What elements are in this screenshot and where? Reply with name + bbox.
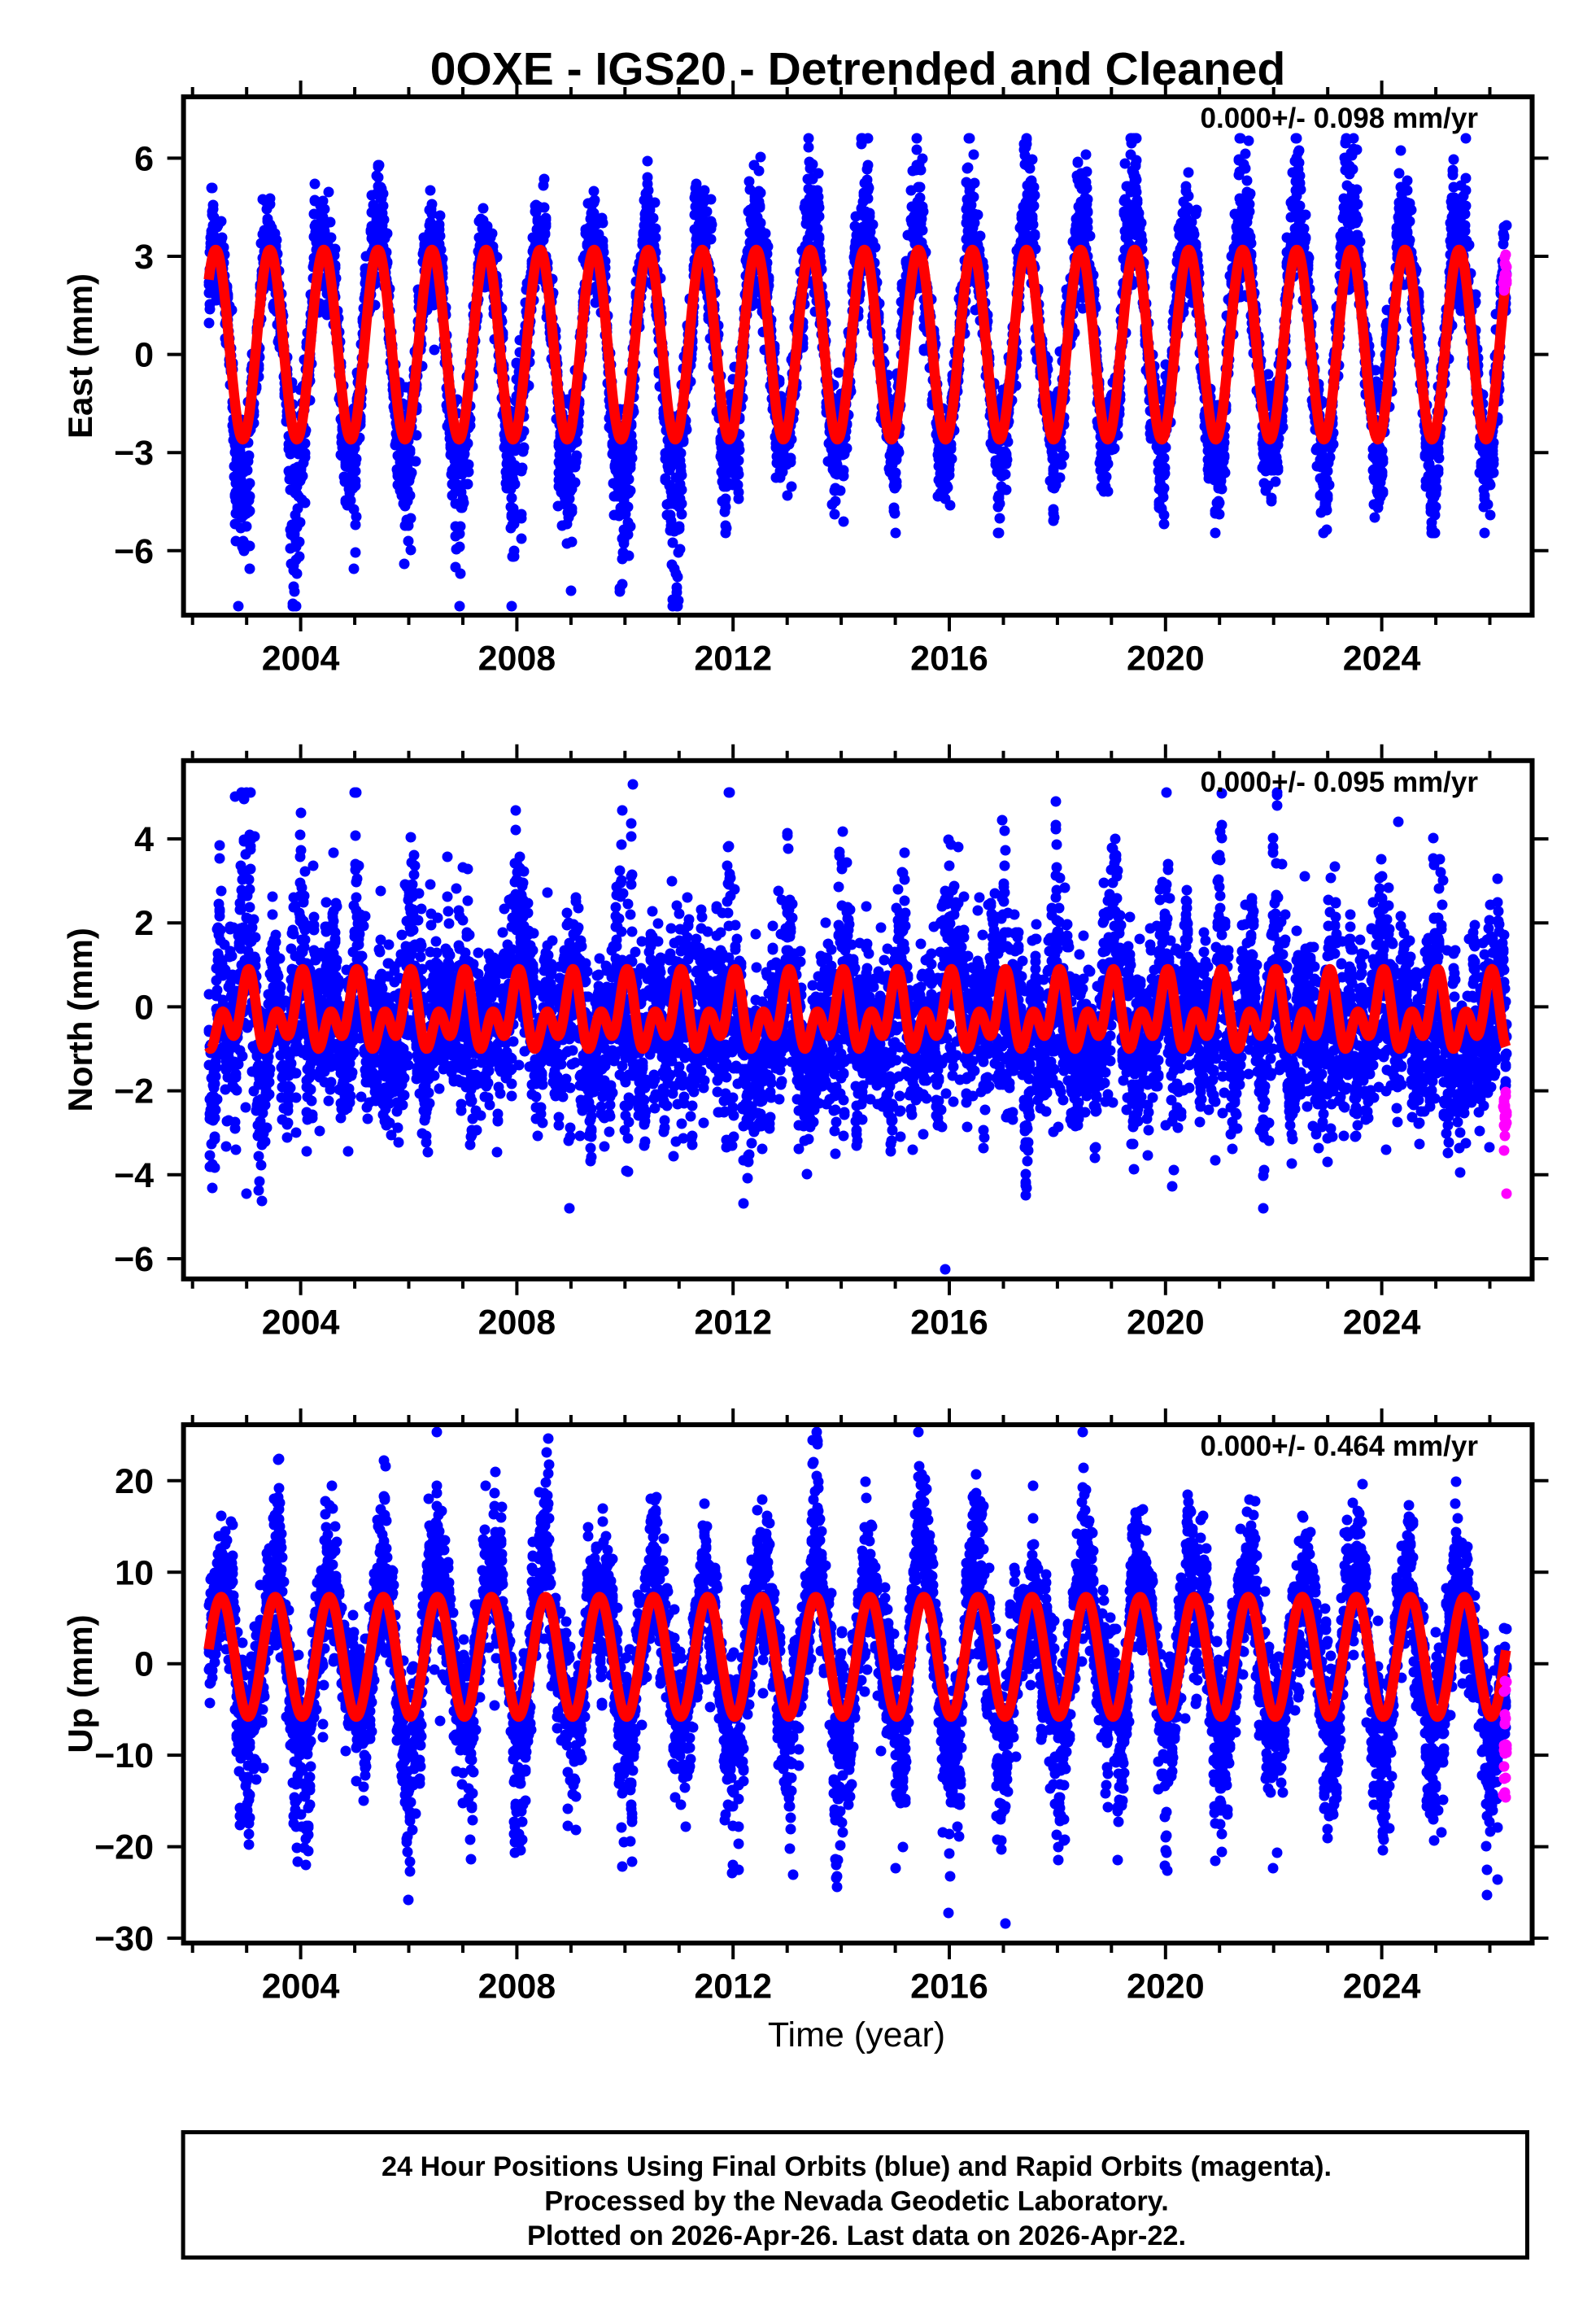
svg-text:2012: 2012 [694, 1967, 772, 2007]
svg-text:3: 3 [134, 238, 154, 277]
svg-text:2020: 2020 [1127, 1967, 1205, 2007]
svg-text:2004: 2004 [262, 640, 340, 679]
svg-text:−10: −10 [94, 1736, 154, 1775]
svg-text:2024: 2024 [1343, 1303, 1421, 1342]
svg-text:0.000+/- 0.095 mm/yr: 0.000+/- 0.095 mm/yr [1201, 766, 1479, 798]
svg-text:2024: 2024 [1343, 640, 1421, 679]
svg-text:20: 20 [115, 1462, 154, 1501]
svg-text:0.000+/- 0.464 mm/yr: 0.000+/- 0.464 mm/yr [1201, 1430, 1479, 1462]
svg-text:−6: −6 [114, 1240, 154, 1279]
svg-text:Processed by the Nevada Geodet: Processed by the Nevada Geodetic Laborat… [544, 2186, 1169, 2217]
svg-text:2016: 2016 [910, 1303, 988, 1342]
svg-text:2: 2 [134, 904, 154, 943]
svg-text:24 Hour Positions Using Final: 24 Hour Positions Using Final Orbits (bl… [382, 2151, 1332, 2182]
svg-text:2016: 2016 [910, 640, 988, 679]
svg-text:Up (mm): Up (mm) [61, 1614, 99, 1753]
svg-text:2012: 2012 [694, 1303, 772, 1342]
svg-text:−6: −6 [114, 532, 154, 571]
svg-text:−2: −2 [114, 1072, 154, 1111]
svg-text:−20: −20 [94, 1828, 154, 1867]
svg-text:0OXE - IGS20 - Detrended and C: 0OXE - IGS20 - Detrended and Cleaned [430, 43, 1286, 95]
svg-text:2020: 2020 [1127, 640, 1205, 679]
svg-text:0: 0 [134, 1645, 154, 1684]
svg-text:Time (year): Time (year) [768, 2015, 945, 2055]
svg-text:2004: 2004 [262, 1303, 340, 1342]
svg-text:4: 4 [134, 820, 154, 859]
svg-text:0.000+/- 0.098 mm/yr: 0.000+/- 0.098 mm/yr [1201, 103, 1479, 134]
svg-text:−3: −3 [114, 434, 154, 473]
svg-text:2008: 2008 [478, 1303, 556, 1342]
svg-text:Plotted on 2026-Apr-26. Last d: Plotted on 2026-Apr-26. Last data on 202… [527, 2220, 1186, 2251]
svg-text:2004: 2004 [262, 1967, 340, 2007]
svg-text:−30: −30 [94, 1919, 154, 1958]
svg-text:East (mm): East (mm) [61, 273, 99, 439]
svg-text:0: 0 [134, 988, 154, 1027]
svg-text:0: 0 [134, 336, 154, 375]
svg-text:2024: 2024 [1343, 1967, 1421, 2007]
svg-text:2016: 2016 [910, 1967, 988, 2007]
svg-text:2020: 2020 [1127, 1303, 1205, 1342]
svg-text:6: 6 [134, 139, 154, 178]
svg-text:2008: 2008 [478, 640, 556, 679]
svg-text:−4: −4 [114, 1156, 154, 1195]
svg-text:10: 10 [115, 1553, 154, 1592]
svg-text:2008: 2008 [478, 1967, 556, 2007]
svg-text:2012: 2012 [694, 640, 772, 679]
svg-text:North (mm): North (mm) [61, 928, 99, 1111]
